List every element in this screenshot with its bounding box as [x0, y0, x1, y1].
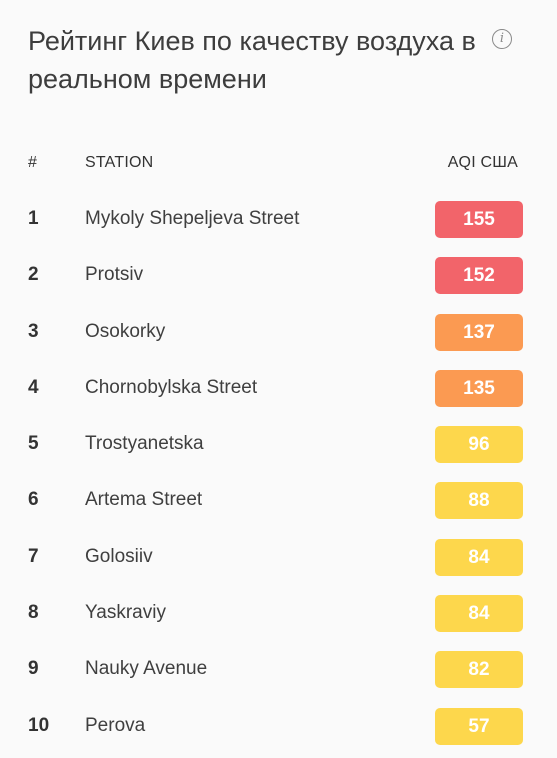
row-station-name[interactable]: Perova: [85, 714, 146, 736]
aqi-badge: 84: [435, 538, 523, 576]
row-station-name[interactable]: Mykoly Shepeljeva Street: [85, 208, 300, 229]
aqi-badge: 96: [435, 426, 523, 464]
row-station-name[interactable]: Osokorky: [85, 320, 166, 342]
aqi-badge: 84: [435, 595, 523, 633]
header-station: STATION: [85, 154, 154, 171]
row-station-name[interactable]: Chornobylska Street: [85, 376, 258, 398]
row-station-name[interactable]: Artema Street: [85, 489, 203, 511]
row-rank: 8: [28, 602, 39, 624]
row-rank: 2: [28, 264, 39, 286]
table-row[interactable]: 7 Golosiiv 84: [0, 530, 557, 586]
row-station-name[interactable]: Trostyanetska: [85, 433, 204, 455]
row-rank: 4: [28, 376, 39, 398]
row-rank: 7: [28, 545, 39, 567]
table-row[interactable]: 8 Yaskraviy 84: [0, 586, 557, 642]
aqi-badge: 137: [435, 313, 523, 351]
header-aqi: AQI США: [447, 154, 518, 171]
table-row[interactable]: 10 Perova 57: [0, 699, 557, 755]
table-row[interactable]: 2 Protsiv 152: [0, 248, 557, 304]
row-station-name[interactable]: Golosiiv: [85, 545, 153, 567]
aqi-badge: 82: [435, 651, 523, 689]
row-station-name[interactable]: Yaskraviy: [85, 602, 166, 624]
page-title: Рейтинг Киев по качеству воздуха в реаль…: [28, 26, 476, 94]
row-rank: 10: [28, 714, 50, 736]
table-row[interactable]: 6 Artema Street 88: [0, 473, 557, 529]
ranking-table: 1 Mykoly Shepeljeva Street 155 2 Protsiv 152 3…: [0, 192, 557, 755]
table-row[interactable]: 9 Nauky Avenue 82: [0, 642, 557, 698]
row-station-name[interactable]: Nauky Avenue: [85, 658, 208, 680]
row-rank: 6: [28, 489, 39, 511]
table-header: # STATION AQI США: [0, 154, 557, 174]
info-icon[interactable]: i: [492, 29, 512, 49]
table-row[interactable]: 4 Chornobylska Street 135: [0, 361, 557, 417]
aqi-badge: 57: [435, 707, 523, 745]
aqi-badge: 88: [435, 482, 523, 520]
row-rank: 5: [28, 433, 39, 455]
table-row[interactable]: 3 Osokorky 137: [0, 305, 557, 361]
aqi-badge: 155: [435, 201, 523, 238]
header-rank: #: [28, 154, 38, 171]
row-rank: 9: [28, 658, 39, 680]
aqi-badge: 135: [435, 369, 523, 407]
row-rank: 1: [28, 208, 39, 229]
row-station-name[interactable]: Protsiv: [85, 264, 144, 286]
row-rank: 3: [28, 320, 39, 342]
table-row[interactable]: 5 Trostyanetska 96: [0, 417, 557, 473]
table-row[interactable]: 1 Mykoly Shepeljeva Street 155: [0, 192, 557, 248]
aqi-badge: 152: [435, 257, 523, 295]
